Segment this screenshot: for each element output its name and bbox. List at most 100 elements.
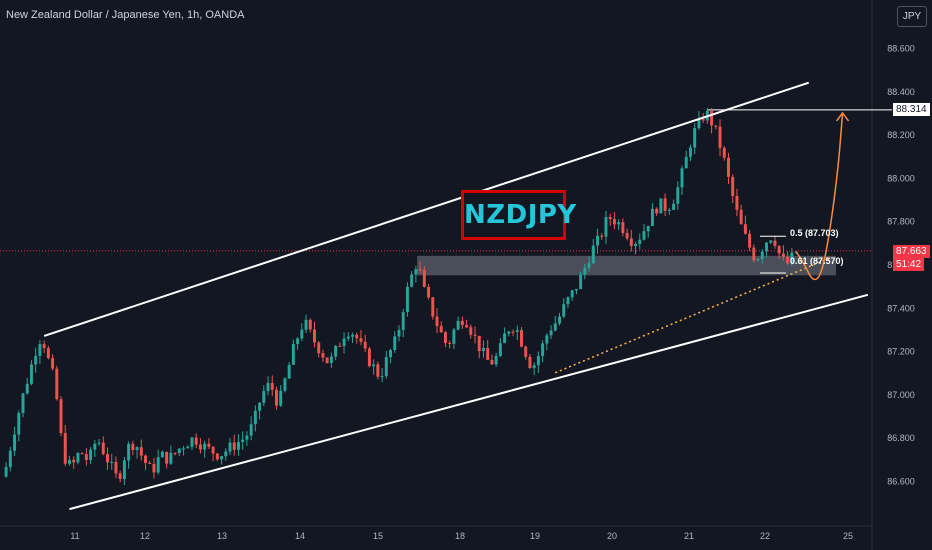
symbol-title[interactable]: New Zealand Dollar / Japanese Yen, 1h, O… bbox=[6, 9, 245, 21]
x-tick-label: 22 bbox=[760, 531, 770, 541]
candle-body bbox=[701, 118, 705, 121]
candle-body bbox=[790, 252, 794, 264]
candle-body bbox=[422, 269, 426, 287]
target-price-tag: 88.314 bbox=[893, 103, 930, 116]
candle-body bbox=[274, 389, 278, 406]
candle-body bbox=[574, 288, 578, 291]
candle-body bbox=[207, 443, 211, 447]
candle-body bbox=[405, 286, 409, 313]
candle-body bbox=[638, 239, 642, 244]
candle-body bbox=[232, 442, 236, 450]
candle-body bbox=[710, 110, 714, 126]
x-tick-label: 20 bbox=[607, 531, 617, 541]
candle-body bbox=[97, 442, 101, 444]
candle-body bbox=[456, 320, 460, 330]
candle-body bbox=[688, 147, 692, 157]
candle-body bbox=[4, 467, 8, 477]
candle-body bbox=[186, 446, 190, 449]
candle-body bbox=[55, 368, 59, 400]
candle-body bbox=[727, 157, 730, 177]
candle-body bbox=[777, 245, 781, 254]
candle-body bbox=[194, 437, 198, 445]
candle-body bbox=[270, 383, 274, 390]
y-tick-label: 87.200 bbox=[887, 347, 915, 357]
x-tick-label: 12 bbox=[140, 531, 150, 541]
candle-body bbox=[59, 399, 63, 434]
candle-body bbox=[101, 442, 105, 455]
candle-body bbox=[558, 316, 561, 324]
x-tick-label: 19 bbox=[530, 531, 540, 541]
candle-body bbox=[84, 454, 88, 460]
candle-body bbox=[384, 357, 388, 377]
candle-body bbox=[634, 243, 638, 247]
candle-body bbox=[262, 390, 266, 403]
candle-body bbox=[448, 342, 452, 344]
candle-body bbox=[76, 453, 80, 463]
candle-body bbox=[443, 332, 447, 343]
candle-body bbox=[300, 329, 304, 339]
candle-body bbox=[773, 240, 777, 246]
candle-body bbox=[144, 455, 147, 463]
candle-body bbox=[376, 364, 380, 377]
candle-body bbox=[621, 222, 625, 234]
candle-body bbox=[676, 187, 680, 204]
candle-body bbox=[135, 447, 139, 451]
projection-curve bbox=[795, 112, 844, 281]
candle-body bbox=[553, 323, 557, 331]
candle-body bbox=[646, 225, 650, 232]
x-tick-label: 13 bbox=[217, 531, 227, 541]
candle-body bbox=[617, 222, 621, 225]
candle-body bbox=[215, 453, 219, 460]
candle-body bbox=[748, 233, 752, 248]
candle-body bbox=[756, 259, 760, 261]
candle-body bbox=[127, 443, 131, 461]
channel-upper-line bbox=[43, 81, 810, 337]
candle-body bbox=[393, 336, 397, 350]
candle-body bbox=[739, 209, 743, 225]
candle-body bbox=[363, 341, 367, 349]
candle-body bbox=[693, 127, 697, 148]
candle-body bbox=[507, 331, 511, 334]
candle-body bbox=[51, 358, 55, 369]
candle-body bbox=[583, 267, 587, 275]
candle-body bbox=[760, 251, 764, 260]
candle-body bbox=[13, 434, 17, 451]
candle-body bbox=[667, 209, 671, 211]
candle-body bbox=[93, 443, 97, 450]
candle-body bbox=[46, 348, 50, 359]
x-tick-label: 21 bbox=[684, 531, 694, 541]
candle-body bbox=[279, 390, 283, 406]
candle-body bbox=[131, 443, 135, 451]
candle-body bbox=[296, 338, 300, 345]
candle-body bbox=[241, 439, 245, 443]
candle-body bbox=[549, 330, 553, 336]
candle-body bbox=[672, 203, 676, 210]
candle-body bbox=[29, 364, 33, 384]
candle-body bbox=[545, 335, 549, 344]
candle-body bbox=[435, 316, 439, 327]
candle-body bbox=[198, 444, 202, 450]
candle-body bbox=[743, 224, 747, 234]
candle-body bbox=[34, 355, 38, 365]
candle-body bbox=[465, 325, 469, 328]
candle-body bbox=[714, 125, 718, 127]
x-tick-label: 15 bbox=[373, 531, 383, 541]
candle-body bbox=[249, 424, 253, 436]
candle-body bbox=[460, 320, 464, 326]
candle-body bbox=[718, 126, 722, 148]
candle-body bbox=[152, 463, 156, 473]
y-tick-label: 87.800 bbox=[887, 217, 915, 227]
currency-button[interactable]: JPY bbox=[897, 6, 927, 27]
candle-body bbox=[697, 118, 701, 128]
candle-body bbox=[684, 156, 688, 169]
y-tick-label: 88.000 bbox=[887, 173, 915, 183]
candle-body bbox=[190, 437, 194, 447]
candle-body bbox=[511, 331, 515, 333]
candle-body bbox=[291, 344, 295, 365]
candle-body bbox=[731, 176, 735, 197]
candle-body bbox=[245, 435, 249, 440]
candle-body bbox=[148, 462, 152, 464]
candle-body bbox=[258, 402, 262, 411]
symbol-logo-box: NZDJPY bbox=[461, 190, 576, 240]
